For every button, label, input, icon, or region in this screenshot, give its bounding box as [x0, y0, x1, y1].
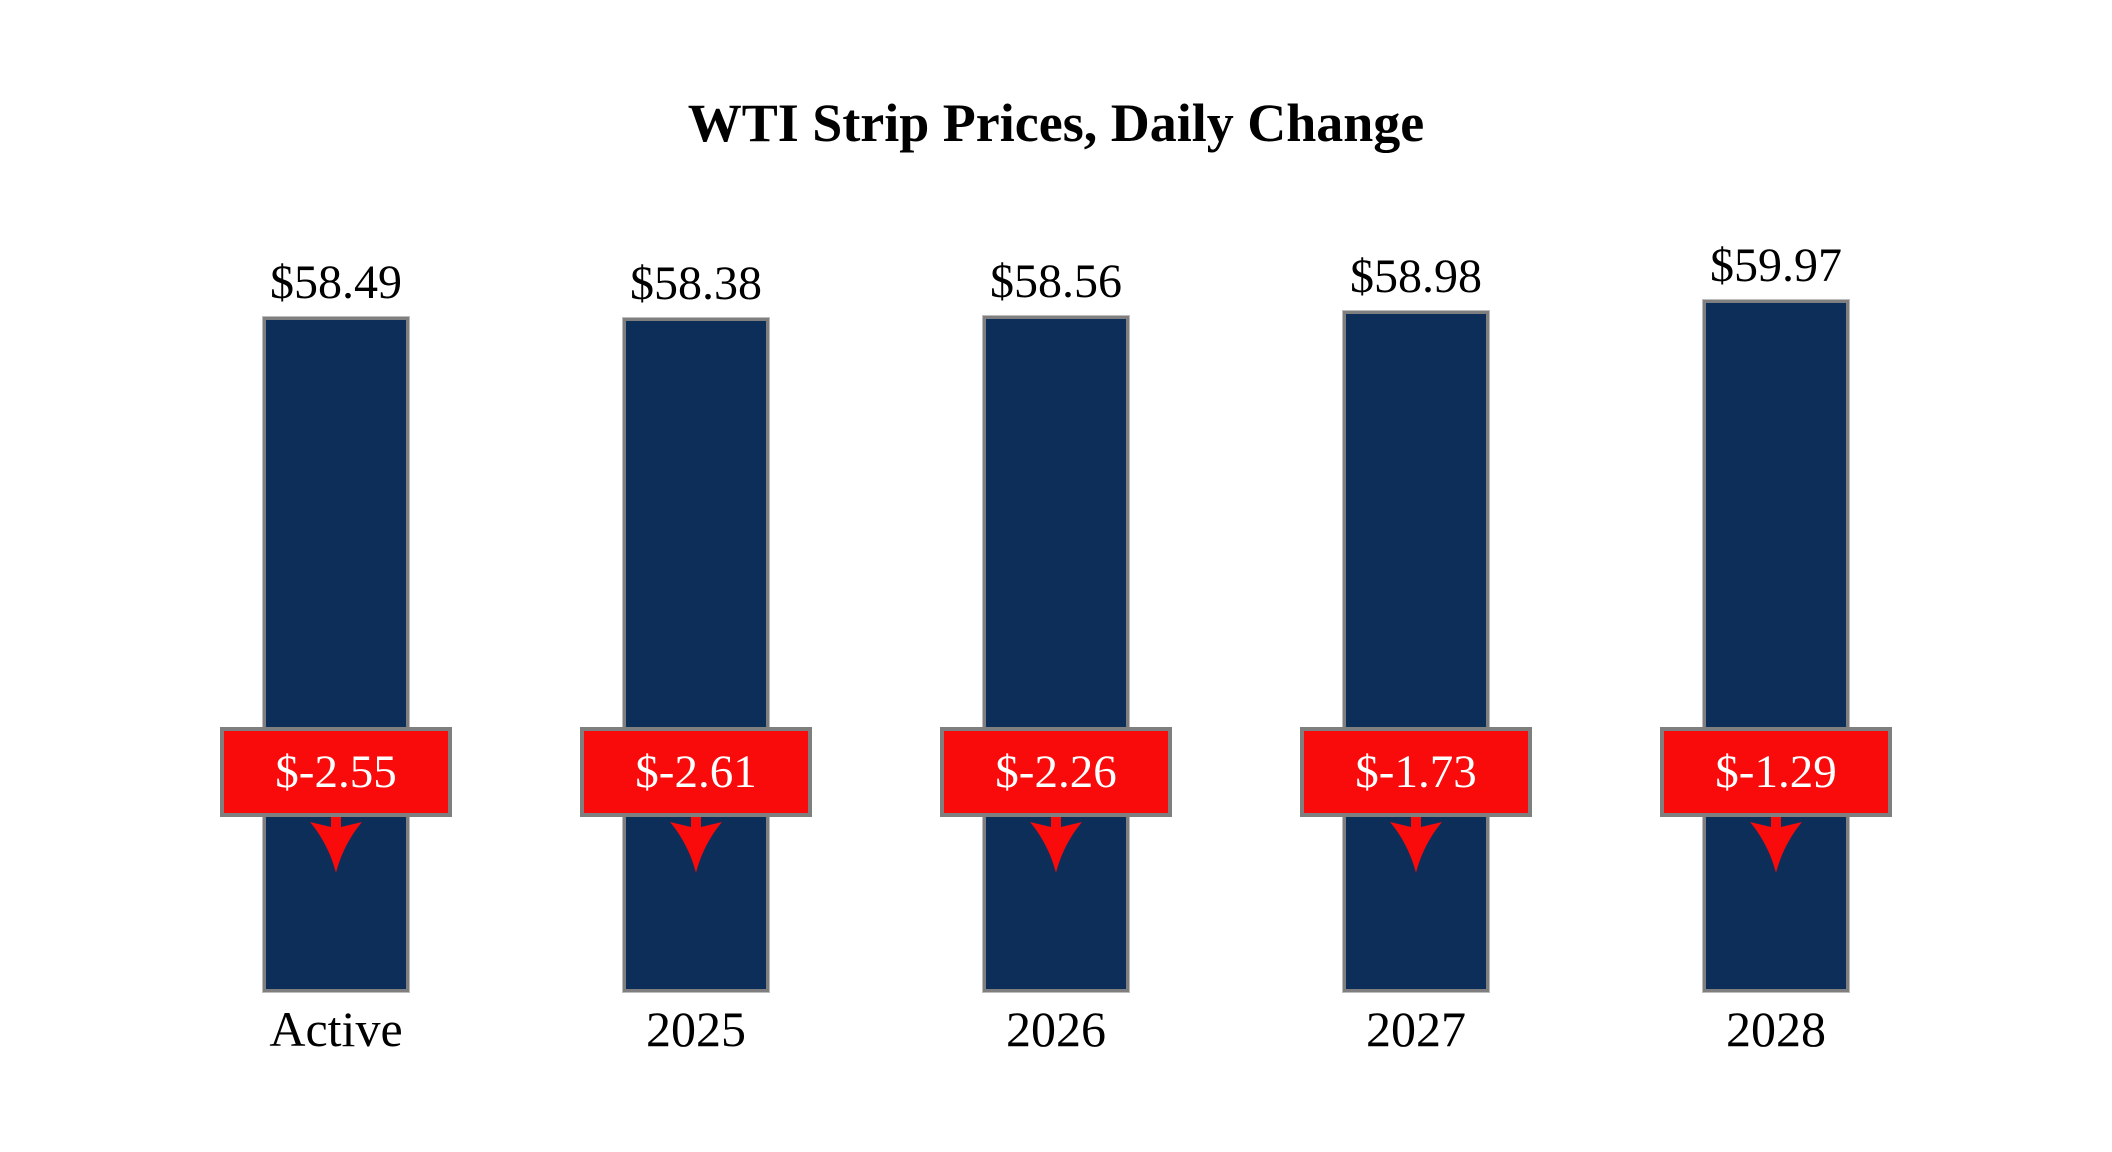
strip-price-label: $58.98 [1350, 250, 1482, 303]
strip-price-label: $58.49 [270, 256, 402, 309]
down-arrow-icon [670, 817, 722, 873]
daily-change-label: $-2.61 [635, 746, 757, 798]
daily-change-badge: $-2.61 [580, 727, 812, 817]
down-arrow-icon [310, 817, 362, 873]
daily-change-badge: $-1.29 [1660, 727, 1892, 817]
daily-change-label: $-1.73 [1355, 746, 1477, 798]
strip-price-label: $58.56 [990, 255, 1122, 308]
daily-change-label: $-2.55 [275, 746, 397, 798]
plot-area: $58.49 $-2.55 Active $58.38 $-2.61 2025 … [156, 0, 1956, 1152]
daily-change-badge: $-2.26 [940, 727, 1172, 817]
price-bar [262, 316, 410, 993]
daily-change-label: $-1.29 [1715, 746, 1837, 798]
bar-column-2026: $58.56 $-2.26 2026 [876, 0, 1236, 1152]
bar-column-2028: $59.97 $-1.29 2028 [1596, 0, 1956, 1152]
price-bar [1342, 310, 1490, 993]
category-label: 2025 [646, 1001, 746, 1057]
down-arrow-icon [1390, 817, 1442, 873]
daily-change-badge: $-1.73 [1300, 727, 1532, 817]
category-label: 2026 [1006, 1001, 1106, 1057]
down-arrow-icon [1750, 817, 1802, 873]
category-label: 2027 [1366, 1001, 1466, 1057]
down-arrow-icon [1030, 817, 1082, 873]
strip-price-label: $59.97 [1710, 239, 1842, 292]
bar-column-active: $58.49 $-2.55 Active [156, 0, 516, 1152]
daily-change-label: $-2.26 [995, 746, 1117, 798]
daily-change-badge: $-2.55 [220, 727, 452, 817]
bar-column-2025: $58.38 $-2.61 2025 [516, 0, 876, 1152]
price-bar [1702, 299, 1850, 993]
price-bar [622, 317, 770, 993]
category-label: Active [269, 1001, 403, 1057]
price-bar [982, 315, 1130, 993]
category-label: 2028 [1726, 1001, 1826, 1057]
bar-column-2027: $58.98 $-1.73 2027 [1236, 0, 1596, 1152]
strip-price-label: $58.38 [630, 257, 762, 310]
chart-title: WTI Strip Prices, Daily Change [687, 93, 1425, 153]
